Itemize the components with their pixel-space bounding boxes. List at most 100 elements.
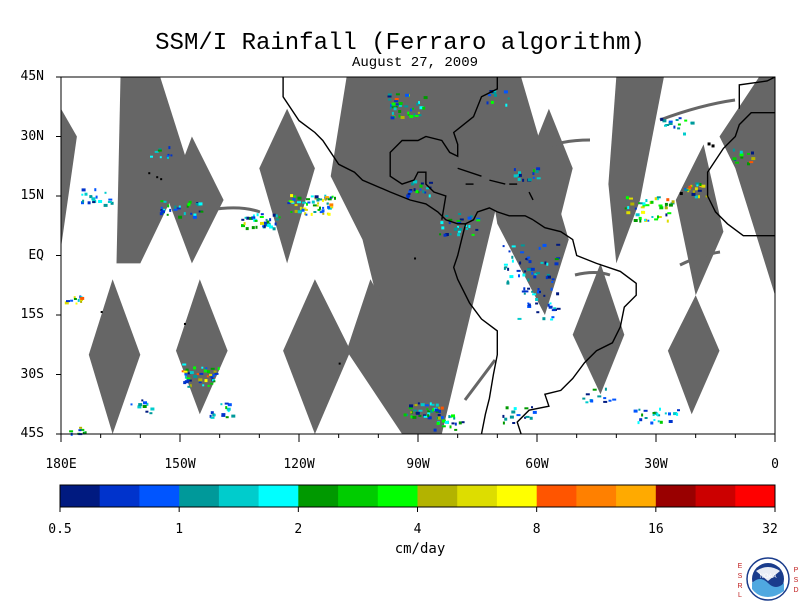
rain-cell xyxy=(532,176,535,179)
rain-cell xyxy=(453,227,457,231)
no-data-arc xyxy=(209,206,261,214)
rain-cell xyxy=(274,222,277,226)
rain-cell xyxy=(413,180,418,184)
rain-cell xyxy=(287,202,291,205)
rain-cell xyxy=(526,257,529,261)
rain-cell xyxy=(449,425,452,429)
rain-cell xyxy=(163,200,167,203)
rain-cell xyxy=(590,399,594,403)
colorbar-swatch xyxy=(695,485,736,507)
rain-cell xyxy=(189,384,192,388)
rain-cell xyxy=(699,183,702,186)
rain-cell xyxy=(612,398,617,401)
logo-letter: L xyxy=(738,592,742,599)
rain-cell xyxy=(547,303,550,307)
rain-cell xyxy=(387,93,392,96)
rain-cell xyxy=(289,200,294,203)
colorbar-swatch xyxy=(655,485,696,507)
rain-cell xyxy=(423,415,428,418)
rain-cell xyxy=(103,203,108,207)
island-dot xyxy=(183,322,186,325)
rain-cell xyxy=(82,199,85,203)
rain-cell xyxy=(664,202,668,206)
rain-cell xyxy=(511,255,514,259)
rain-cell xyxy=(527,256,531,259)
rain-cell xyxy=(415,411,420,415)
colorbar-tick-label: 1 xyxy=(175,522,184,537)
rain-cell xyxy=(535,170,539,174)
rain-cell xyxy=(466,227,469,230)
rain-cell xyxy=(687,190,690,193)
rain-cell xyxy=(209,414,212,418)
rain-cell xyxy=(697,189,702,192)
rain-cell xyxy=(533,275,537,279)
rain-cell xyxy=(87,201,91,205)
colorbar-tick-label: 0.5 xyxy=(48,522,72,537)
rain-cell xyxy=(532,169,535,173)
rain-cell xyxy=(643,409,648,412)
rain-cell xyxy=(739,150,743,154)
rain-cell xyxy=(429,186,432,189)
rain-cell xyxy=(542,317,546,321)
rain-cell xyxy=(69,430,74,433)
rain-cell xyxy=(304,208,308,211)
rain-cell xyxy=(213,414,216,417)
rain-cell xyxy=(414,115,419,117)
rain-cell xyxy=(524,407,529,410)
rain-cell xyxy=(667,212,672,215)
rain-cell xyxy=(488,94,492,97)
logo-letter: P xyxy=(793,567,799,574)
rain-cell xyxy=(524,270,527,273)
rain-cell xyxy=(657,420,660,423)
rain-cell xyxy=(435,403,439,407)
rain-cell xyxy=(701,184,706,188)
latitude-label: 15S xyxy=(20,307,44,322)
rain-cell xyxy=(694,187,698,191)
rain-cell xyxy=(200,210,204,213)
rain-cell xyxy=(305,213,308,216)
rain-cell xyxy=(89,195,93,199)
rain-cell xyxy=(429,402,432,406)
rain-cell xyxy=(409,189,413,192)
rain-cell xyxy=(694,195,698,199)
colorbar-swatch xyxy=(60,485,101,507)
rain-cell xyxy=(187,379,192,382)
rain-cell xyxy=(732,148,735,152)
rain-cell xyxy=(469,215,473,218)
rain-cell xyxy=(186,377,191,380)
rain-cell xyxy=(427,416,432,420)
rain-cell xyxy=(173,208,178,211)
rain-cell xyxy=(423,96,428,100)
island xyxy=(528,191,534,201)
rain-cell xyxy=(190,212,193,215)
rain-cell xyxy=(453,416,456,420)
rain-cell xyxy=(527,268,532,272)
rain-cell xyxy=(468,225,471,228)
rain-cell xyxy=(678,117,682,120)
rain-cell xyxy=(418,414,422,417)
rain-cell xyxy=(749,161,754,164)
rain-cell xyxy=(192,215,197,219)
rain-cell xyxy=(657,198,660,201)
rain-cell xyxy=(732,157,737,161)
rain-cell xyxy=(440,221,444,225)
rain-cell xyxy=(503,266,506,270)
rain-cell xyxy=(554,262,559,266)
rain-cell xyxy=(433,428,437,432)
no-data-swath xyxy=(675,144,724,296)
rain-cell xyxy=(420,182,424,185)
rain-cell xyxy=(275,214,278,218)
rain-cell xyxy=(150,407,155,411)
rain-cell xyxy=(550,287,553,291)
rain-cell xyxy=(264,223,269,227)
rain-cell xyxy=(638,202,641,205)
rain-cell xyxy=(184,373,188,376)
rain-cell xyxy=(503,263,508,266)
rain-cell xyxy=(160,206,163,209)
rain-cell xyxy=(608,399,612,402)
rain-cell xyxy=(107,201,112,203)
rain-cell xyxy=(210,411,214,415)
rain-cell xyxy=(528,260,532,264)
rain-cell xyxy=(633,219,638,222)
rain-cell xyxy=(531,290,534,293)
